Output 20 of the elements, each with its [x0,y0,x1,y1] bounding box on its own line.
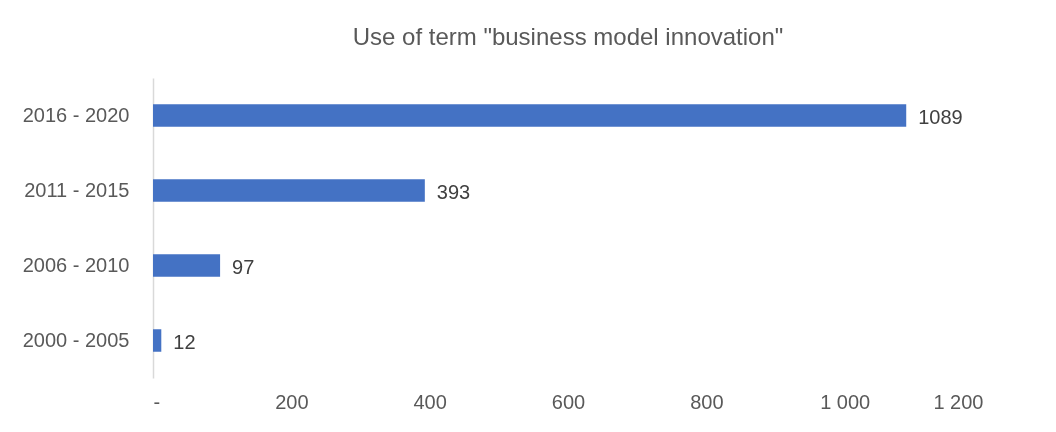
bar [153,179,425,202]
data-label: 12 [173,330,196,353]
bar [153,104,907,127]
x-tick-label: 200 [275,390,309,413]
data-label: 1089 [918,105,963,128]
x-tick-label: 800 [690,390,724,413]
x-tick-label: 1 200 [933,390,984,413]
x-tick-label: 600 [551,390,586,413]
bar [153,329,162,352]
y-tick-label: 2000 - 2005 [22,328,130,351]
data-label: 393 [436,180,471,203]
x-tick-label: 1 000 [820,390,871,413]
data-label: 97 [232,255,255,278]
x-tick-label: - [153,390,161,413]
y-tick-label: 2016 - 2020 [22,103,130,126]
y-tick-label: 2006 - 2010 [22,253,130,276]
y-tick-label: 2011 - 2015 [24,178,130,201]
chart-title: Use of term "business model innovation" [352,23,784,50]
x-tick-label: 400 [413,390,447,413]
bar [153,254,221,277]
